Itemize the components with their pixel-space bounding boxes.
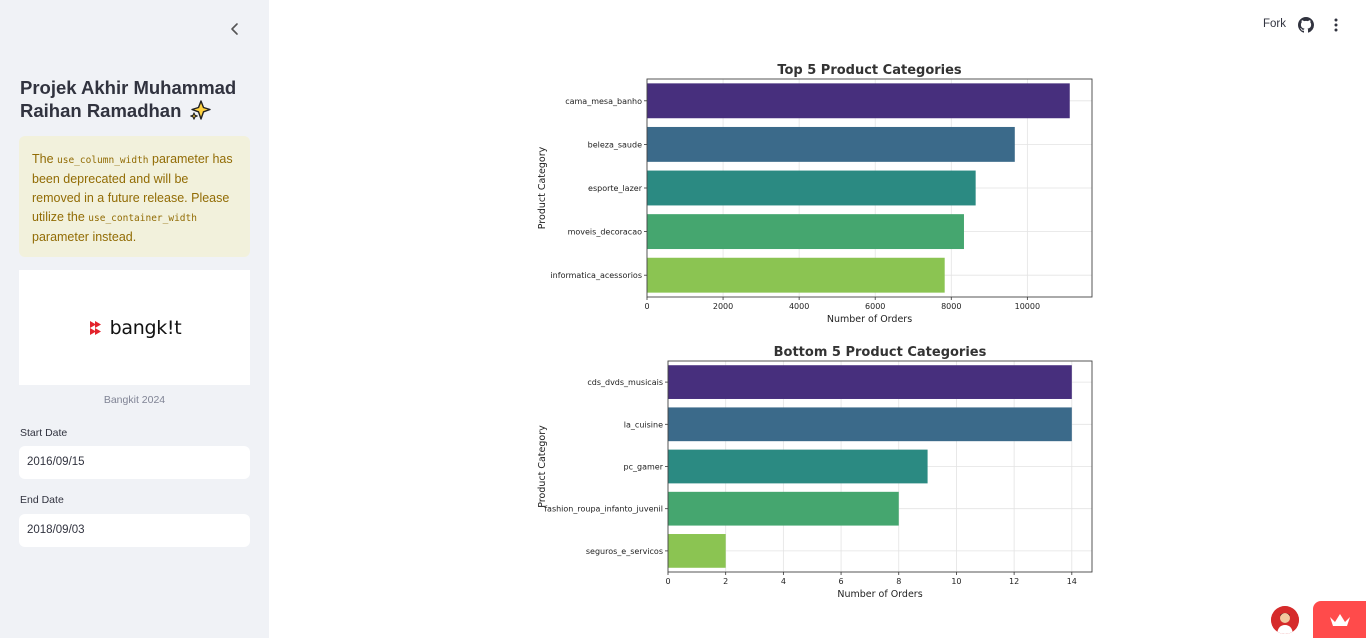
plot-frame (667, 360, 1093, 573)
deprecation-warning: The use_column_width parameter has been … (19, 136, 250, 257)
bar-cama_mesa_banho (647, 83, 1070, 119)
logo-caption: Bangkit 2024 (103, 394, 166, 406)
x-tick-label: 4000 (789, 302, 809, 311)
x-axis-label: Number of Orders (837, 589, 922, 600)
y-tick-label: cama_mesa_banho (565, 97, 642, 106)
crown-icon (1329, 613, 1350, 626)
y-axis-label: Product Category (537, 425, 548, 508)
bangkit-logo: bangk!t (19, 270, 250, 385)
warning-text: parameter instead. (32, 230, 137, 244)
clipped-heading-remnant (561, 38, 641, 44)
y-tick-label: cds_dvds_musicais (587, 378, 663, 387)
x-tick-label: 6 (839, 577, 844, 586)
bar-la_cuisine (668, 407, 1072, 442)
x-axis-label: Number of Orders (827, 314, 912, 325)
y-tick-label: seguros_e_servicos (586, 547, 663, 556)
x-tick-label: 0 (644, 302, 649, 311)
bar-fashion_roupa_infanto_juvenil (668, 491, 899, 526)
y-tick-label: moveis_decoracao (568, 228, 643, 237)
warning-text: parameter has been deprecated and will b… (32, 152, 233, 224)
y-tick-label: fashion_roupa_infanto_juvenil (544, 505, 663, 514)
bottom-categories-svg: cds_dvds_musicais la_cuisine pc_gamerfashi… (537, 345, 1093, 600)
y-tick-label: informatica_acessorios (550, 271, 642, 280)
end-date-label: End Date (20, 494, 64, 506)
bar-beleza_saude (647, 126, 1015, 162)
github-icon[interactable] (1298, 17, 1314, 38)
y-tick-label: pc_gamer (624, 463, 664, 472)
x-tick-label: 2 (723, 577, 728, 586)
chart-title: Top 5 Product Categories (777, 63, 962, 78)
y-tick-label: la_cuisine (624, 420, 663, 429)
bar-pc_gamer (668, 449, 928, 484)
top-categories-chart: cama_mesa_banho beleza_saude esporte_lazer… (536, 58, 1098, 330)
y-tick-label: beleza_saude (588, 140, 642, 149)
x-tick-label: 2000 (713, 302, 733, 311)
warning-text: The (32, 152, 58, 166)
bar-informatica_acessorios (647, 257, 945, 293)
sidebar-title: Projek Akhir Muhammad Raihan Ramadhan (20, 76, 250, 126)
bar-cds_dvds_musicais (668, 365, 1072, 399)
x-tick-label: 10000 (1015, 302, 1040, 311)
sidebar-collapse-button[interactable] (224, 18, 246, 40)
sparkles-icon (189, 99, 213, 126)
bar-esporte_lazer (647, 170, 976, 206)
top-categories-svg: cama_mesa_banho beleza_saude esporte_lazer… (537, 63, 1093, 325)
x-tick-label: 10 (951, 577, 961, 586)
chart-title: Bottom 5 Product Categories (774, 345, 987, 360)
fork-button[interactable]: Fork (1263, 18, 1286, 30)
x-tick-label: 8000 (941, 302, 961, 311)
logo-text: bangk!t (109, 316, 182, 339)
start-date-input[interactable]: 2016/09/15 (19, 446, 250, 479)
end-date-input[interactable]: 2018/09/03 (19, 514, 250, 547)
chevron-left-icon (231, 23, 238, 35)
x-tick-label: 0 (665, 577, 670, 586)
warning-code-column-width: use_column_width (57, 155, 149, 166)
x-tick-label: 12 (1009, 577, 1019, 586)
x-tick-label: 14 (1067, 577, 1077, 586)
sidebar-title-text: Projek Akhir Muhammad Raihan Ramadhan (20, 77, 237, 121)
x-tick-label: 4 (781, 577, 786, 586)
bangkit-logo-mark (89, 320, 101, 335)
creator-avatar[interactable] (1271, 606, 1299, 634)
start-date-label: Start Date (20, 427, 68, 439)
streamlit-crown-button[interactable] (1313, 601, 1366, 638)
bar-seguros_e_servicos (668, 534, 726, 568)
warning-code-container-width: use_container_width (88, 213, 197, 224)
kebab-menu-icon[interactable] (1328, 17, 1344, 38)
y-axis-label: Product Category (537, 146, 548, 229)
x-tick-label: 6000 (865, 302, 885, 311)
plot-frame (646, 78, 1093, 298)
x-tick-label: 8 (896, 577, 901, 586)
y-tick-label: esporte_lazer (588, 184, 643, 193)
sidebar: Projek Akhir Muhammad Raihan Ramadhan Th… (0, 0, 269, 638)
bar-moveis_decoracao (647, 214, 964, 250)
